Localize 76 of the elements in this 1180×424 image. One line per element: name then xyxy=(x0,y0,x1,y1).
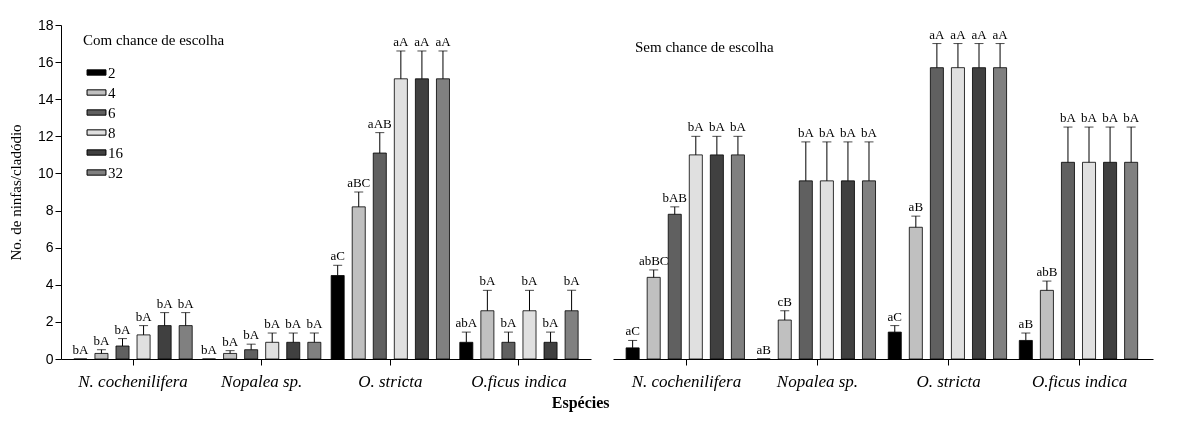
x-tick-label: O. stricta xyxy=(358,371,423,391)
chart-title: Com chance de escolha xyxy=(83,32,225,48)
data-label: aB xyxy=(1018,316,1034,332)
data-label: abBC xyxy=(638,252,669,268)
data-label: bA xyxy=(521,273,539,289)
data-label: bA xyxy=(542,315,560,331)
data-label: bA xyxy=(285,316,302,332)
legend-label: 32 xyxy=(108,164,123,181)
data-label: aAB xyxy=(367,115,393,131)
data-label: bA xyxy=(479,273,496,289)
data-label: aA xyxy=(414,33,431,49)
data-label: bA xyxy=(1060,110,1077,126)
data-label: bA xyxy=(1123,110,1140,126)
x-tick-label: O.ficus indica xyxy=(1031,371,1128,391)
data-label: aBC xyxy=(347,175,371,190)
x-tick-label: Nopalea sp. xyxy=(220,371,303,391)
data-label: bA xyxy=(177,295,195,311)
y-tick-label: 12 xyxy=(37,127,54,144)
data-label: bA xyxy=(201,342,218,357)
legend-label: 2 xyxy=(108,64,116,81)
data-label: aB xyxy=(908,199,924,215)
data-label: bA xyxy=(729,119,747,135)
legend-label: 6 xyxy=(108,104,116,121)
data-label: bA xyxy=(93,332,111,348)
data-label: abA xyxy=(455,315,478,331)
data-label: aA xyxy=(393,33,410,49)
y-tick-label: 14 xyxy=(37,90,54,107)
legend-label: 4 xyxy=(108,84,116,101)
y-tick-label: 2 xyxy=(45,313,54,330)
data-label: aA xyxy=(971,26,988,42)
y-tick-label: 6 xyxy=(45,239,54,256)
data-label: bA xyxy=(222,333,239,349)
y-tick-label: 18 xyxy=(37,16,54,33)
x-axis-title: Espécies xyxy=(551,394,610,412)
y-tick-label: 16 xyxy=(37,53,54,70)
y-axis-title: No. de ninfas/cladódio xyxy=(7,124,24,261)
data-label: bA xyxy=(114,321,132,337)
y-tick-label: 4 xyxy=(45,276,54,293)
legend-label: 16 xyxy=(108,144,124,161)
data-label: aB xyxy=(756,342,772,357)
data-label: bA xyxy=(306,316,323,332)
data-label: aC xyxy=(887,308,902,324)
x-tick-label: N. cochenilifera xyxy=(77,371,188,391)
data-label: bA xyxy=(708,119,726,135)
data-label: bA xyxy=(1102,110,1119,126)
x-tick-label: O. stricta xyxy=(916,371,981,391)
x-tick-label: Nopalea sp. xyxy=(775,371,859,391)
y-tick-label: 0 xyxy=(45,350,54,367)
data-label: aA xyxy=(992,26,1009,42)
data-label: abB xyxy=(1036,264,1058,280)
data-label: bA xyxy=(156,295,174,311)
data-label: bA xyxy=(1081,110,1098,126)
y-tick-label: 8 xyxy=(45,202,54,219)
data-label: bA xyxy=(861,124,878,140)
data-label: bA xyxy=(797,124,815,140)
data-label: bA xyxy=(500,315,517,331)
y-tick-label: 10 xyxy=(37,164,54,181)
data-label: bA xyxy=(135,308,153,324)
data-label: bA xyxy=(563,273,581,289)
data-label: bA xyxy=(72,342,89,357)
data-label: aA xyxy=(950,26,967,42)
data-label: bA xyxy=(243,327,260,343)
data-label: bAB xyxy=(662,189,688,205)
data-label: aC xyxy=(625,323,640,339)
data-label: bA xyxy=(839,124,857,140)
data-label: cB xyxy=(777,293,793,309)
x-tick-label: N. cochenilifera xyxy=(630,371,742,391)
text: Sem chance de escolha xyxy=(635,39,775,55)
data-label: bA xyxy=(264,316,281,332)
legend-label: 8 xyxy=(108,124,116,141)
data-label: aA xyxy=(929,26,946,42)
data-label: bA xyxy=(818,124,836,140)
data-label: aA xyxy=(435,33,452,49)
data-label: aC xyxy=(330,248,345,264)
x-tick-label: O.ficus indica xyxy=(471,371,567,391)
data-label: bA xyxy=(687,119,705,135)
